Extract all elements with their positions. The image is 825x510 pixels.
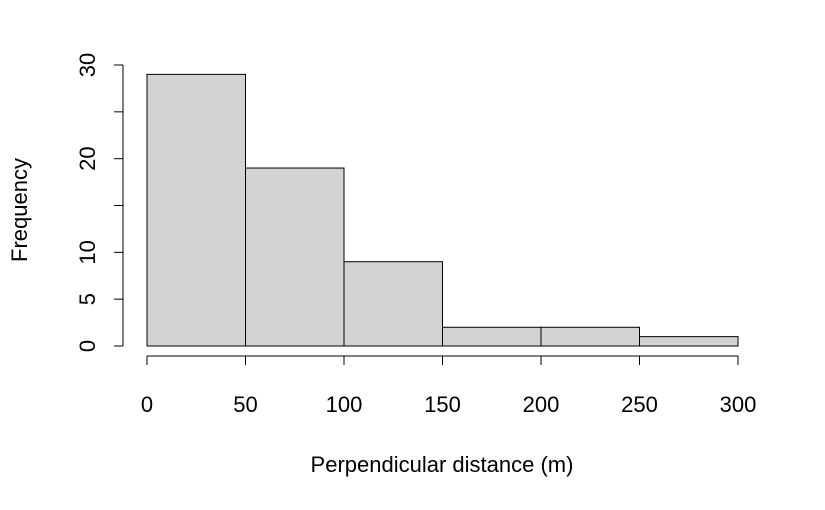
y-axis: 0 5 10 20 30	[75, 53, 124, 352]
x-tick-label: 200	[523, 392, 560, 417]
y-axis-title: Frequency	[7, 158, 32, 262]
histogram-bar	[442, 326, 542, 347]
x-tick-label: 250	[621, 392, 658, 417]
histogram-bar	[343, 261, 443, 347]
y-tick-label: 5	[75, 293, 100, 305]
histogram-bars	[146, 73, 739, 347]
x-tick-label: 150	[424, 392, 461, 417]
x-tick-label: 300	[720, 392, 757, 417]
y-tick-label: 30	[75, 53, 100, 77]
x-tick-label: 0	[141, 392, 153, 417]
y-tick-label: 20	[75, 146, 100, 170]
x-tick-label: 50	[233, 392, 257, 417]
histogram-bar	[146, 73, 246, 347]
y-tick-label: 10	[75, 240, 100, 264]
histogram-bar	[639, 336, 739, 347]
x-tick-label: 100	[326, 392, 363, 417]
histogram-bar	[540, 326, 640, 347]
x-axis-title: Perpendicular distance (m)	[311, 452, 574, 477]
histogram-bar	[245, 167, 345, 347]
y-tick-label: 0	[75, 340, 100, 352]
x-axis: 0 50 100 150 200 250 300	[141, 355, 757, 417]
